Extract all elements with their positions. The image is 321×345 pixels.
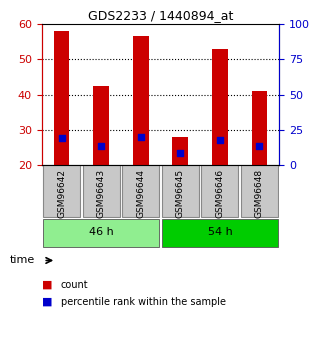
Bar: [93, 86, 109, 165]
Point: [99, 143, 104, 148]
FancyBboxPatch shape: [82, 165, 120, 217]
FancyBboxPatch shape: [43, 219, 159, 247]
Point: [59, 136, 64, 141]
Text: GSM96648: GSM96648: [255, 169, 264, 218]
Text: GSM96645: GSM96645: [176, 169, 185, 218]
Point: [138, 134, 143, 139]
FancyBboxPatch shape: [201, 165, 239, 217]
Text: GSM96643: GSM96643: [97, 169, 106, 218]
Text: ■: ■: [42, 280, 52, 289]
Text: count: count: [61, 280, 89, 289]
Text: 54 h: 54 h: [207, 227, 232, 237]
Bar: [212, 49, 228, 165]
Bar: [54, 31, 69, 165]
Bar: [133, 37, 149, 165]
FancyBboxPatch shape: [43, 165, 80, 217]
Point: [257, 143, 262, 148]
Text: GSM96644: GSM96644: [136, 169, 145, 218]
Text: percentile rank within the sample: percentile rank within the sample: [61, 297, 226, 307]
Text: GSM96642: GSM96642: [57, 169, 66, 218]
FancyBboxPatch shape: [162, 165, 199, 217]
Bar: [172, 137, 188, 165]
Text: GSM96646: GSM96646: [215, 169, 224, 218]
Text: ■: ■: [42, 297, 52, 307]
Point: [217, 137, 222, 143]
FancyBboxPatch shape: [162, 219, 278, 247]
FancyBboxPatch shape: [241, 165, 278, 217]
Point: [178, 150, 183, 155]
Title: GDS2233 / 1440894_at: GDS2233 / 1440894_at: [88, 9, 233, 22]
Text: time: time: [10, 256, 35, 265]
FancyBboxPatch shape: [122, 165, 159, 217]
Bar: [252, 91, 267, 165]
Text: 46 h: 46 h: [89, 227, 114, 237]
